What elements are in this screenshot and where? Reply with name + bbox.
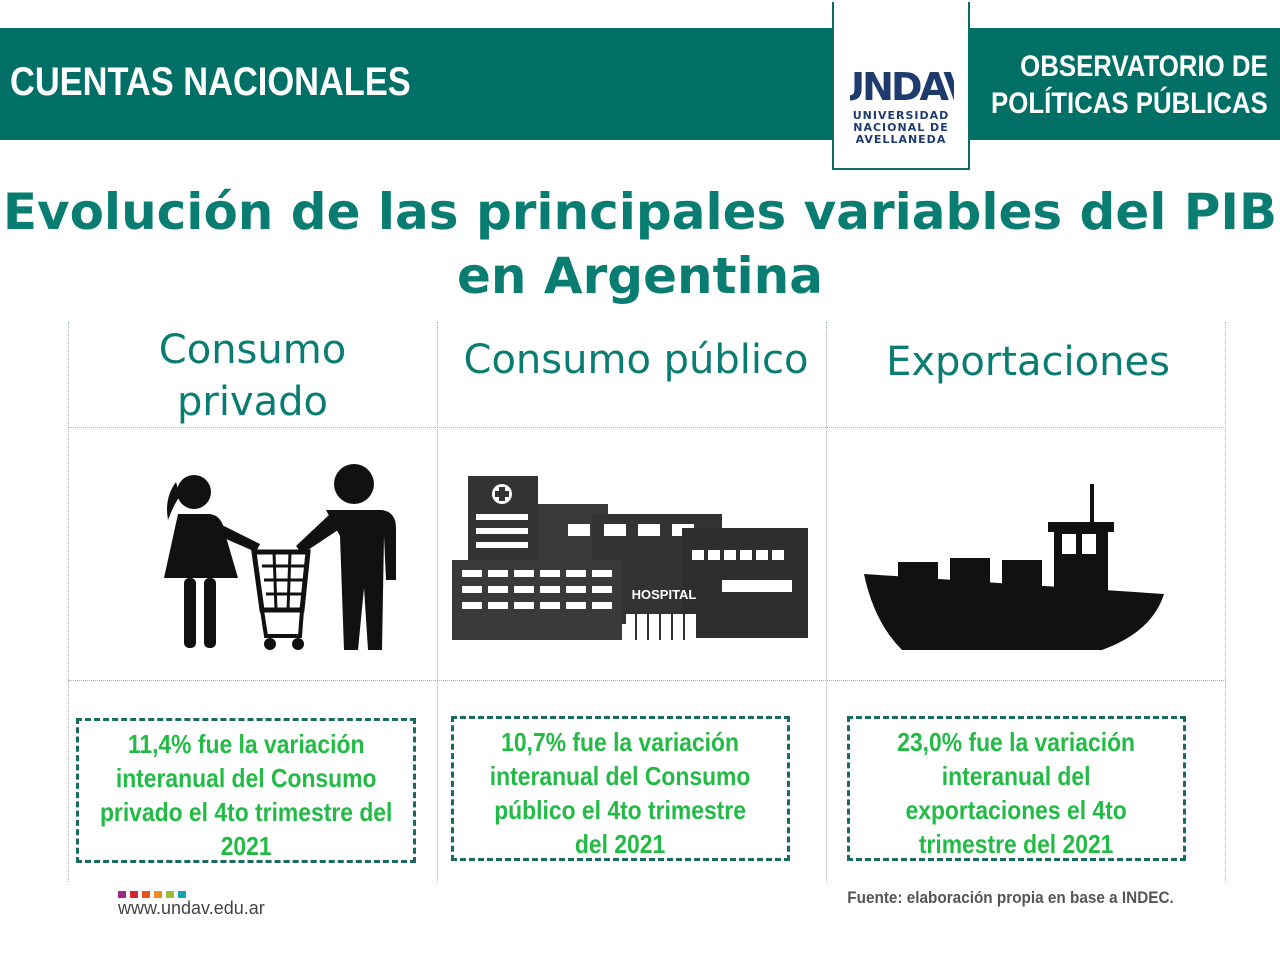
stat-line: 23,0% fue la variación	[897, 727, 1136, 757]
logo-line1: UNIVERSIDAD	[852, 109, 950, 122]
stat-line: 10,7% fue la variación	[501, 727, 740, 757]
logo-line2: NACIONAL DE	[853, 121, 949, 134]
header-band	[0, 28, 1280, 140]
stat-line: del 2021	[575, 829, 666, 859]
brand-dot	[166, 891, 174, 898]
stat-line: trimestre del 2021	[919, 829, 1114, 859]
heading-line1: Exportaciones	[886, 339, 1170, 385]
heading-consumo-privado: Consumo privado	[68, 324, 437, 428]
stat-line: interanual del Consumo	[115, 763, 377, 793]
brand-dot	[142, 891, 150, 898]
stat-text: 10,7% fue la variación interanual del Co…	[490, 725, 751, 861]
heading-consumo-publico: Consumo público	[440, 334, 832, 386]
stat-line: interanual del Consumo	[490, 761, 751, 791]
shopping-couple-icon	[164, 464, 396, 650]
header-section-title: CUENTAS NACIONALES	[10, 60, 411, 104]
page-title-line1: Evolución de las principales variables d…	[2, 183, 1278, 241]
grid-line-horizontal	[68, 680, 1226, 681]
brand-dot	[118, 891, 126, 898]
grid-line-horizontal	[68, 427, 1226, 428]
hospital-sign-text: HOSPITAL	[632, 587, 697, 602]
stat-line: 11,4% fue la variación	[127, 729, 365, 759]
undav-logo-mark: UNDAV	[850, 66, 954, 106]
header-observatory-title: OBSERVATORIO DE POLÍTICAS PÚBLICAS	[991, 48, 1268, 122]
stat-box-consumo-privado: 11,4% fue la variación interanual del Co…	[76, 718, 416, 863]
brand-dot	[130, 891, 138, 898]
undav-logo: UNDAV UNIVERSIDAD NACIONAL DE AVELLANEDA	[832, 2, 970, 170]
heading-line1: Consumo	[158, 327, 347, 373]
brand-dot	[154, 891, 162, 898]
logo-university-name: UNIVERSIDAD NACIONAL DE AVELLANEDA	[834, 110, 968, 146]
heading-exportaciones: Exportaciones	[826, 336, 1230, 388]
heading-line2: privado	[177, 379, 328, 425]
stat-line: 2021	[220, 831, 272, 861]
stat-line: interanual del	[942, 761, 1091, 791]
stat-line: privado el 4to trimestre del	[99, 797, 393, 827]
stat-text: 23,0% fue la variación interanual del ex…	[898, 725, 1136, 861]
header-observatory-line1: OBSERVATORIO DE	[1020, 50, 1268, 83]
stat-text: 11,4% fue la variación interanual del Co…	[100, 727, 392, 863]
stat-box-consumo-publico: 10,7% fue la variación interanual del Co…	[451, 716, 790, 861]
brand-dot	[178, 891, 186, 898]
footer-source-note: Fuente: elaboración propia en base a IND…	[847, 888, 1174, 907]
grid-line-vertical	[68, 322, 69, 882]
brand-color-dots	[118, 885, 190, 898]
grid-line-vertical	[437, 322, 438, 882]
footer-website-link[interactable]: www.undav.edu.ar	[118, 898, 265, 918]
stat-box-exportaciones: 23,0% fue la variación interanual del ex…	[847, 716, 1186, 861]
page-title: Evolución de las principales variables d…	[0, 180, 1280, 308]
header-observatory-line2: POLÍTICAS PÚBLICAS	[991, 87, 1268, 120]
cargo-ship-icon	[864, 484, 1164, 650]
logo-mark-text: UNDAV	[850, 66, 954, 106]
heading-line1: Consumo público	[463, 337, 809, 383]
logo-line3: AVELLANEDA	[855, 133, 947, 146]
hospital-icon: HOSPITAL	[452, 476, 808, 640]
stat-line: exportaciones el 4to	[905, 795, 1128, 825]
stat-line: público el 4to trimestre	[494, 795, 747, 825]
page-title-line2: en Argentina	[457, 247, 823, 305]
grid-line-vertical	[1225, 322, 1226, 882]
grid-line-vertical	[826, 322, 827, 882]
